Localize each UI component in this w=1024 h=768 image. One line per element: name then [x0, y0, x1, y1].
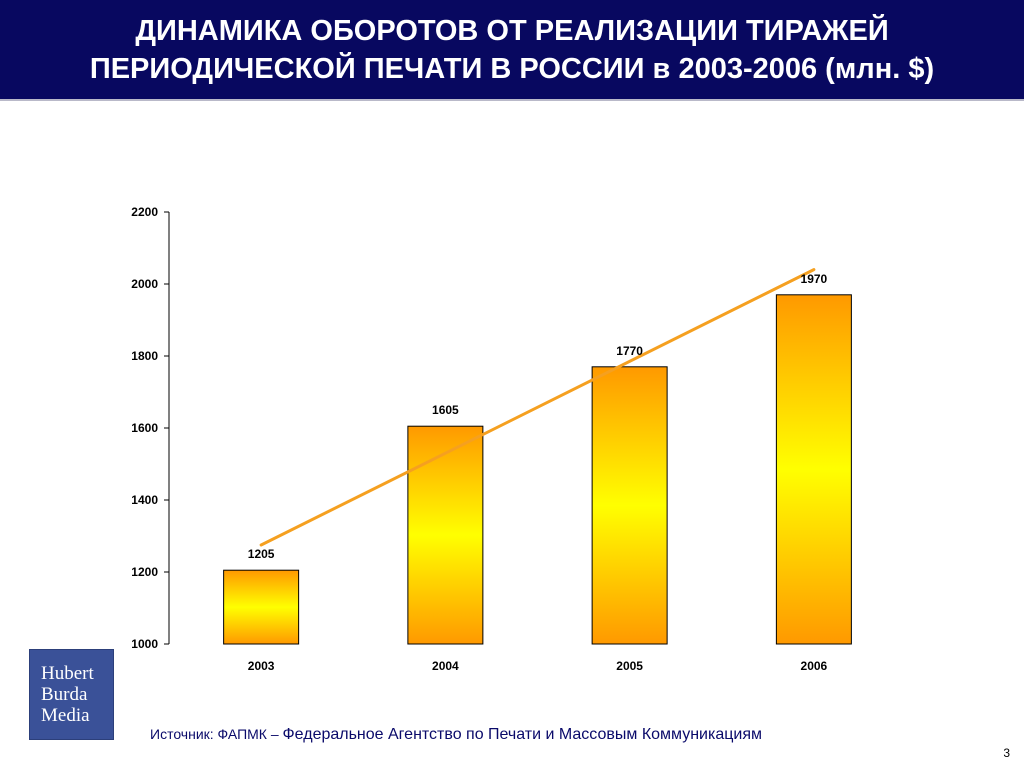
logo-line-3: Media [41, 705, 90, 726]
x-category-label: 2004 [432, 659, 459, 673]
slide-title-line-1: ДИНАМИКА ОБОРОТОВ ОТ РЕАЛИЗАЦИИ ТИРАЖЕЙ [135, 14, 889, 47]
y-tick-label: 1400 [131, 493, 158, 507]
trend-line [259, 268, 816, 547]
title-bar: ДИНАМИКА ОБОРОТОВ ОТ РЕАЛИЗАЦИИ ТИРАЖЕЙ … [0, 0, 1024, 101]
y-tick-label: 1200 [131, 565, 158, 579]
data-label-2004: 1605 [432, 403, 459, 417]
y-tick-label: 1600 [131, 421, 158, 435]
logo-line-2: Burda [41, 684, 88, 705]
x-category-label: 2005 [616, 659, 643, 673]
bar-2004 [407, 425, 484, 645]
bar-chart: 1000 1200 1400 1600 1800 2000 2200 1205 1605 177… [131, 205, 852, 673]
y-tick-label: 2200 [131, 205, 158, 219]
source-note: Источник: ФАПМК – Федеральное Агентство … [150, 726, 762, 744]
y-tick-label: 1800 [131, 349, 158, 363]
data-label-2005: 1770 [616, 344, 643, 358]
hubert-burda-media-logo: Hubert Burda Media [29, 649, 114, 740]
y-tick-label: 2000 [131, 277, 158, 291]
data-label-2003: 1205 [248, 547, 275, 561]
source-prefix: Источник: ФАПМК – [150, 726, 283, 742]
data-label-2006: 1970 [801, 272, 828, 286]
page-number: 3 [1003, 746, 1010, 760]
x-category-label: 2003 [248, 659, 275, 673]
x-category-label: 2006 [801, 659, 828, 673]
bar-2006 [775, 294, 852, 645]
logo-line-1: Hubert [41, 663, 94, 684]
source-text: Федеральное Агентство по Печати и Массов… [282, 726, 763, 743]
slide-title-line-2: ПЕРИОДИЧЕСКОЙ ПЕЧАТИ В РОССИИ в 2003-200… [89, 52, 935, 85]
bar-2005 [591, 366, 668, 645]
y-tick-label: 1000 [131, 637, 158, 651]
bar-2003 [223, 569, 300, 645]
